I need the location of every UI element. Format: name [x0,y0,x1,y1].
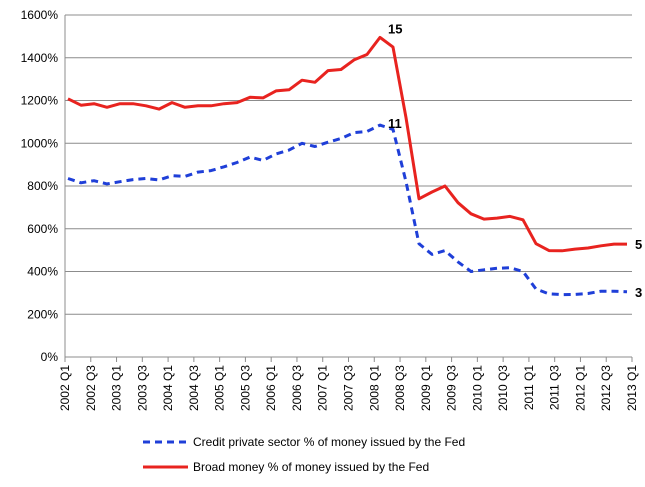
x-tick-label: 2006 Q3 [290,365,304,411]
x-tick-label: 2006 Q1 [264,365,278,411]
end-label-broad-money: 5 [635,237,642,252]
legend: Credit private sector % of money issued … [143,435,465,474]
legend-item-credit: Credit private sector % of money issued … [143,435,465,449]
x-tick-label: 2005 Q1 [213,365,227,411]
series-line-broad-money [67,35,627,253]
peak-label-broad-money: 15 [388,21,402,36]
series-lines [67,35,628,297]
x-tick-label: 2005 Q3 [238,365,252,411]
x-tick-label: 2011 Q1 [522,365,536,410]
y-tick-label: 800% [27,179,58,193]
x-tick-label: 2012 Q1 [573,365,587,411]
y-tick-label: 0% [41,350,59,364]
y-tick-label: 400% [27,265,58,279]
x-tick-label: 2003 Q3 [135,365,149,411]
y-tick-label: 1000% [21,136,59,150]
x-axis-ticks: 2002 Q1 2002 Q3 2003 Q1 2003 Q3 2004 Q1 2004 … [58,357,639,411]
annotations: 11 3 15 5 [388,21,642,299]
legend-item-broad-money: Broad money % of money issued by the Fed [143,460,429,474]
x-tick-label: 2003 Q1 [110,365,124,411]
y-tick-label: 1200% [21,94,59,108]
x-tick-label: 2011 Q3 [548,365,562,410]
y-tick-label: 1600% [21,8,59,22]
x-tick-label: 2010 Q3 [496,365,510,411]
x-tick-label: 2009 Q1 [419,365,433,411]
y-tick-label: 600% [27,222,58,236]
x-tick-label: 2013 Q1 [625,365,639,411]
x-tick-label: 2004 Q3 [187,365,201,411]
x-tick-label: 2002 Q3 [84,365,98,411]
legend-label-broad-money: Broad money % of money issued by the Fed [193,460,429,474]
end-label-credit: 3 [635,285,642,300]
x-tick-label: 2009 Q3 [445,365,459,411]
y-tick-label: 200% [27,307,58,321]
x-tick-label: 2010 Q1 [470,365,484,411]
gridlines [65,14,632,315]
y-tick-label: 1400% [21,51,59,65]
legend-label-credit: Credit private sector % of money issued … [193,435,465,449]
x-tick-label: 2007 Q1 [316,365,330,411]
x-tick-label: 2007 Q3 [342,365,356,411]
x-tick-label: 2004 Q1 [161,365,175,411]
peak-label-credit: 11 [388,116,402,131]
x-tick-label: 2002 Q1 [58,365,72,411]
x-tick-label: 2008 Q3 [393,365,407,411]
x-tick-label: 2012 Q3 [599,365,613,411]
y-axis-ticks: 0% 200% 400% 600% 800% 1000% 1200% 1400% 1600% [21,8,59,364]
x-tick-label: 2008 Q1 [367,365,381,411]
series-line-credit [67,123,628,297]
